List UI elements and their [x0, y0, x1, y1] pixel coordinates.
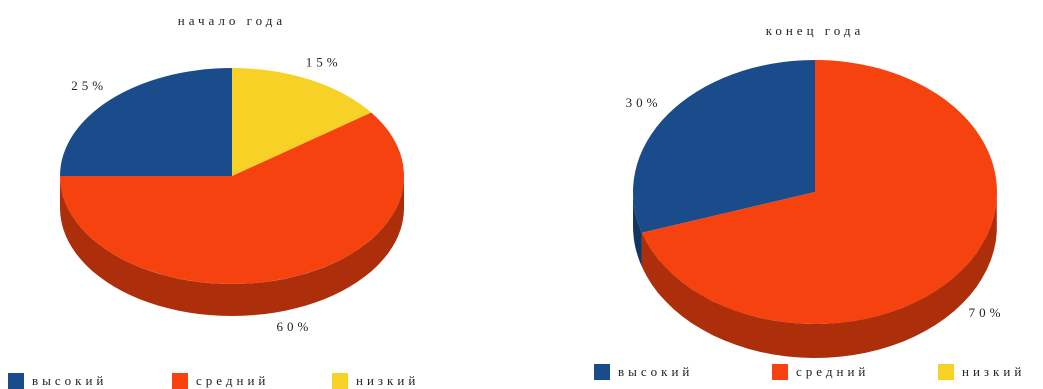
legend-label: низкий — [962, 364, 1025, 379]
legend-swatch — [594, 364, 610, 380]
data-label: 60% — [276, 319, 312, 334]
data-label: 15% — [306, 55, 342, 70]
slice — [641, 60, 997, 324]
slice-side — [641, 197, 997, 358]
data-label: 70% — [969, 305, 1005, 320]
chart-title: конец года — [766, 23, 865, 38]
legend-label: низкий — [356, 373, 419, 388]
data-label: 25% — [71, 78, 107, 93]
slice-side — [633, 192, 642, 267]
legend-label: высокий — [32, 373, 107, 388]
slice — [60, 112, 404, 284]
chart-title: начало года — [178, 13, 286, 28]
slice-side — [60, 176, 404, 316]
legend-swatch — [8, 373, 24, 389]
data-label: 30% — [626, 95, 662, 110]
legend-label: средний — [796, 364, 869, 379]
slice — [232, 67, 372, 176]
legend-swatch — [772, 364, 788, 380]
slice — [60, 68, 232, 176]
legend-label: высокий — [618, 364, 693, 379]
legend-swatch — [172, 373, 188, 389]
legend-swatch — [332, 373, 348, 389]
slice — [632, 60, 815, 233]
legend-label: средний — [196, 373, 269, 388]
legend-swatch — [938, 364, 954, 380]
